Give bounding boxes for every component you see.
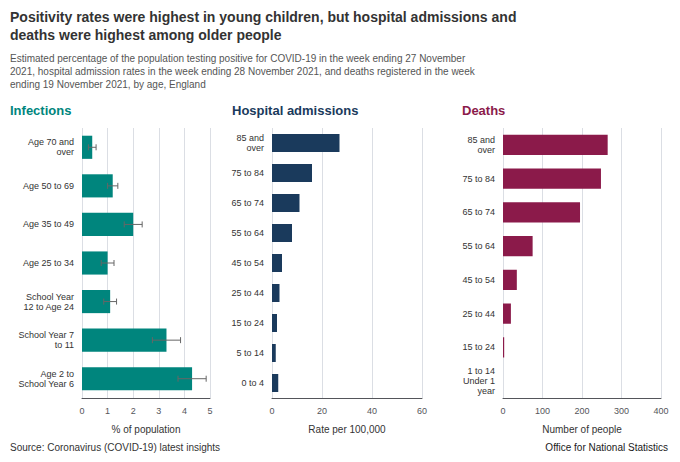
svg-text:85 and: 85 and [236,133,264,143]
svg-text:over: over [56,147,74,157]
svg-text:Office for National Statistics: Office for National Statistics [545,442,668,453]
svg-text:15 to 24: 15 to 24 [231,318,264,328]
svg-text:2: 2 [131,406,136,416]
svg-text:0 to 4: 0 to 4 [241,378,264,388]
svg-text:65 to 74: 65 to 74 [231,198,264,208]
svg-text:Age 70 and: Age 70 and [28,137,74,147]
svg-text:45 to 54: 45 to 54 [462,275,495,285]
svg-text:Estimated percentage of the po: Estimated percentage of the population t… [10,53,466,64]
svg-text:Deaths: Deaths [462,103,505,118]
svg-text:Source: Coronavirus (COVID-19): Source: Coronavirus (COVID-19) latest in… [10,442,220,453]
svg-text:Age 35 to 49: Age 35 to 49 [23,219,74,229]
svg-text:200: 200 [574,406,589,416]
svg-text:School Year 7: School Year 7 [18,330,74,340]
svg-text:12 to Age 24: 12 to Age 24 [23,302,74,312]
svg-text:55 to 64: 55 to 64 [462,241,495,251]
svg-text:400: 400 [653,406,668,416]
svg-text:75 to 84: 75 to 84 [231,168,264,178]
svg-text:15 to 24: 15 to 24 [462,342,495,352]
svg-text:year: year [477,386,495,396]
svg-text:85 and: 85 and [467,135,495,145]
svg-text:Under 1: Under 1 [463,376,495,386]
svg-text:over: over [477,145,495,155]
svg-text:1 to 14: 1 to 14 [467,366,495,376]
svg-text:0: 0 [79,406,84,416]
svg-text:0: 0 [500,406,505,416]
svg-text:Rate per 100,000: Rate per 100,000 [308,424,386,435]
svg-text:5 to 14: 5 to 14 [236,348,264,358]
svg-text:over: over [246,143,264,153]
svg-text:60: 60 [417,406,427,416]
svg-text:Infections: Infections [10,103,71,118]
svg-text:Hospital admissions: Hospital admissions [232,103,358,118]
svg-text:20: 20 [317,406,327,416]
svg-text:65 to 74: 65 to 74 [462,207,495,217]
svg-text:Positivity rates were highest: Positivity rates were highest in young c… [10,9,516,25]
svg-text:45 to 54: 45 to 54 [231,258,264,268]
svg-text:School Year 6: School Year 6 [18,379,74,389]
svg-text:% of population: % of population [112,424,181,435]
svg-text:School Year: School Year [26,292,74,302]
svg-text:25 to 44: 25 to 44 [462,309,495,319]
svg-text:0: 0 [269,406,274,416]
svg-text:2021, hospital admission rates: 2021, hospital admission rates in the we… [10,66,476,77]
svg-text:to 11: to 11 [55,340,74,350]
svg-text:40: 40 [367,406,377,416]
svg-text:1: 1 [105,406,110,416]
svg-text:300: 300 [614,406,629,416]
svg-text:Age 2 to: Age 2 to [40,369,74,379]
svg-text:deaths were highest among olde: deaths were highest among older people [10,27,282,43]
svg-text:Age 50 to 69: Age 50 to 69 [23,181,74,191]
svg-text:3: 3 [156,406,161,416]
svg-text:25 to 44: 25 to 44 [231,288,264,298]
svg-text:55 to 64: 55 to 64 [231,228,264,238]
svg-text:4: 4 [182,406,187,416]
svg-text:Age 25 to 34: Age 25 to 34 [23,258,74,268]
svg-text:ending 19 November 2021, by ag: ending 19 November 2021, by age, England [10,79,206,90]
svg-text:100: 100 [535,406,550,416]
svg-text:Number of people: Number of people [542,424,622,435]
svg-text:75 to 84: 75 to 84 [462,174,495,184]
svg-text:5: 5 [207,406,212,416]
